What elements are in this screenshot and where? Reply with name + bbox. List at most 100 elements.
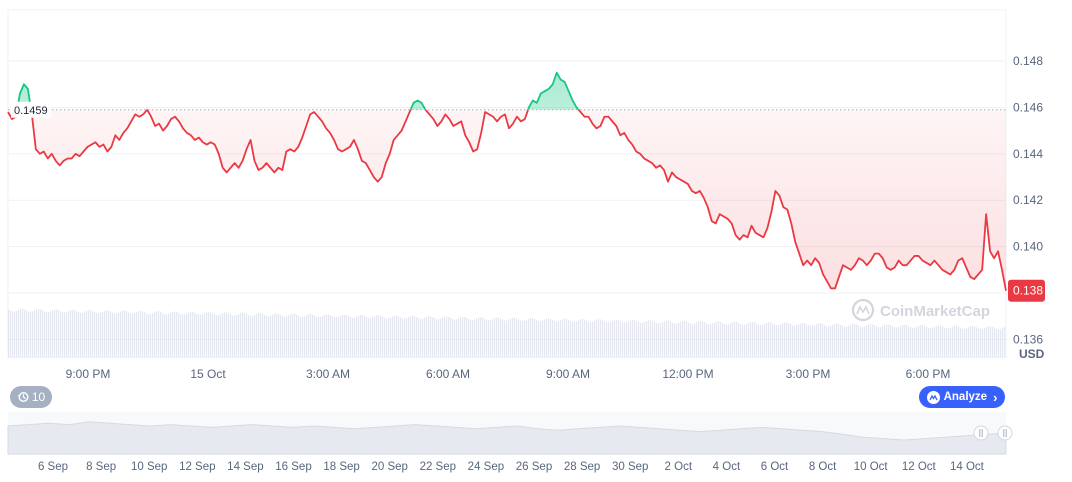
volume-bar: [302, 316, 304, 358]
volume-bar: [224, 312, 226, 358]
volume-bar: [596, 319, 598, 358]
analyze-label: Analyze: [943, 391, 988, 403]
volume-bar: [684, 320, 686, 358]
volume-bar: [446, 316, 448, 358]
volume-bar: [722, 323, 724, 358]
volume-bar: [154, 312, 156, 358]
volume-bar: [280, 314, 282, 358]
volume-bar: [670, 321, 672, 358]
volume-bar: [980, 328, 982, 358]
volume-bar: [500, 318, 502, 358]
volume-bar: [962, 328, 964, 358]
volume-bar: [464, 316, 466, 358]
volume-bar: [918, 325, 920, 358]
volume-bar: [272, 314, 274, 358]
volume-bar: [192, 311, 194, 358]
volume-bar: [994, 328, 996, 358]
volume-bar: [686, 321, 688, 358]
volume-bar: [878, 327, 880, 358]
volume-bar: [336, 317, 338, 358]
volume-bar: [26, 310, 28, 358]
volume-bar: [118, 312, 120, 358]
volume-bar: [54, 309, 56, 358]
volume-bar: [244, 313, 246, 358]
navigator-date-label: 10 Sep: [131, 461, 167, 473]
volume-bar: [624, 322, 626, 358]
volume-bar: [692, 323, 694, 358]
volume-bar: [178, 312, 180, 358]
volume-bar: [608, 322, 610, 358]
volume-bar: [580, 319, 582, 358]
x-tick-label: 6:00 PM: [906, 367, 951, 381]
volume-bar: [304, 316, 306, 358]
y-tick-label: 0.148: [1013, 54, 1043, 68]
volume-bar: [300, 316, 302, 358]
volume-bar: [802, 322, 804, 358]
clock-rewind-icon: [17, 391, 29, 403]
x-tick-label: 3:00 AM: [306, 367, 350, 381]
volume-bar: [540, 321, 542, 358]
volume-bar: [512, 317, 514, 358]
volume-bar: [908, 325, 910, 358]
history-button[interactable]: 10: [10, 386, 52, 408]
volume-bar: [134, 313, 136, 358]
volume-bar: [432, 317, 434, 358]
volume-bar: [724, 324, 726, 358]
volume-bar: [524, 320, 526, 358]
volume-bar: [616, 319, 618, 358]
volume-bar: [44, 311, 46, 358]
volume-bar: [960, 327, 962, 358]
volume-bar: [574, 321, 576, 358]
volume-bar: [236, 315, 238, 358]
volume-bar: [774, 324, 776, 358]
volume-bar: [654, 321, 656, 358]
volume-bar: [316, 316, 318, 358]
volume-bar: [742, 324, 744, 358]
volume-bar: [556, 321, 558, 358]
navigator-date-label: 12 Sep: [179, 461, 215, 473]
volume-bar: [688, 322, 690, 358]
volume-bar: [612, 320, 614, 358]
volume-bar: [906, 324, 908, 358]
volume-bar: [698, 321, 700, 358]
volume-bar: [664, 320, 666, 358]
coinmarketcap-logo-icon: [851, 298, 875, 322]
open-price-label: 0.1459: [14, 105, 48, 117]
volume-bar: [806, 324, 808, 358]
volume-bar: [442, 317, 444, 358]
volume-bar: [366, 316, 368, 358]
volume-bar: [176, 311, 178, 358]
volume-bar: [330, 315, 332, 358]
volume-bar: [414, 316, 416, 358]
volume-bar: [820, 323, 822, 358]
navigator-date-label: 26 Sep: [516, 461, 552, 473]
volume-bar: [448, 316, 450, 358]
volume-bar: [578, 319, 580, 358]
volume-bar: [232, 315, 234, 358]
range-navigator[interactable]: 6 Sep 8 Sep 10 Sep 12 Sep 14 Sep 16 Sep 18 Sep…: [7, 412, 1013, 473]
volume-bar: [80, 312, 82, 358]
volume-bar: [98, 313, 100, 358]
volume-bar: [412, 315, 414, 358]
analyze-button[interactable]: Analyze ›: [919, 386, 1005, 408]
y-tick-label: 0.140: [1013, 240, 1043, 254]
volume-bar: [964, 328, 966, 358]
volume-bar: [656, 322, 658, 358]
navigator-date-label: 22 Sep: [420, 461, 456, 473]
volume-bar: [266, 315, 268, 358]
volume-bar: [702, 321, 704, 358]
volume-bar: [986, 327, 988, 358]
volume-bar: [588, 321, 590, 358]
volume-bar: [208, 312, 210, 358]
volume-bar: [132, 313, 134, 358]
unit-label: USD: [1019, 347, 1045, 361]
x-tick-label: 9:00 PM: [66, 367, 111, 381]
volume-bar: [830, 325, 832, 358]
volume-bar: [430, 316, 432, 358]
volume-bar: [502, 319, 504, 358]
volume-bar: [324, 314, 326, 358]
volume-bar: [340, 315, 342, 358]
volume-bar: [926, 326, 928, 358]
volume-bar: [112, 312, 114, 358]
